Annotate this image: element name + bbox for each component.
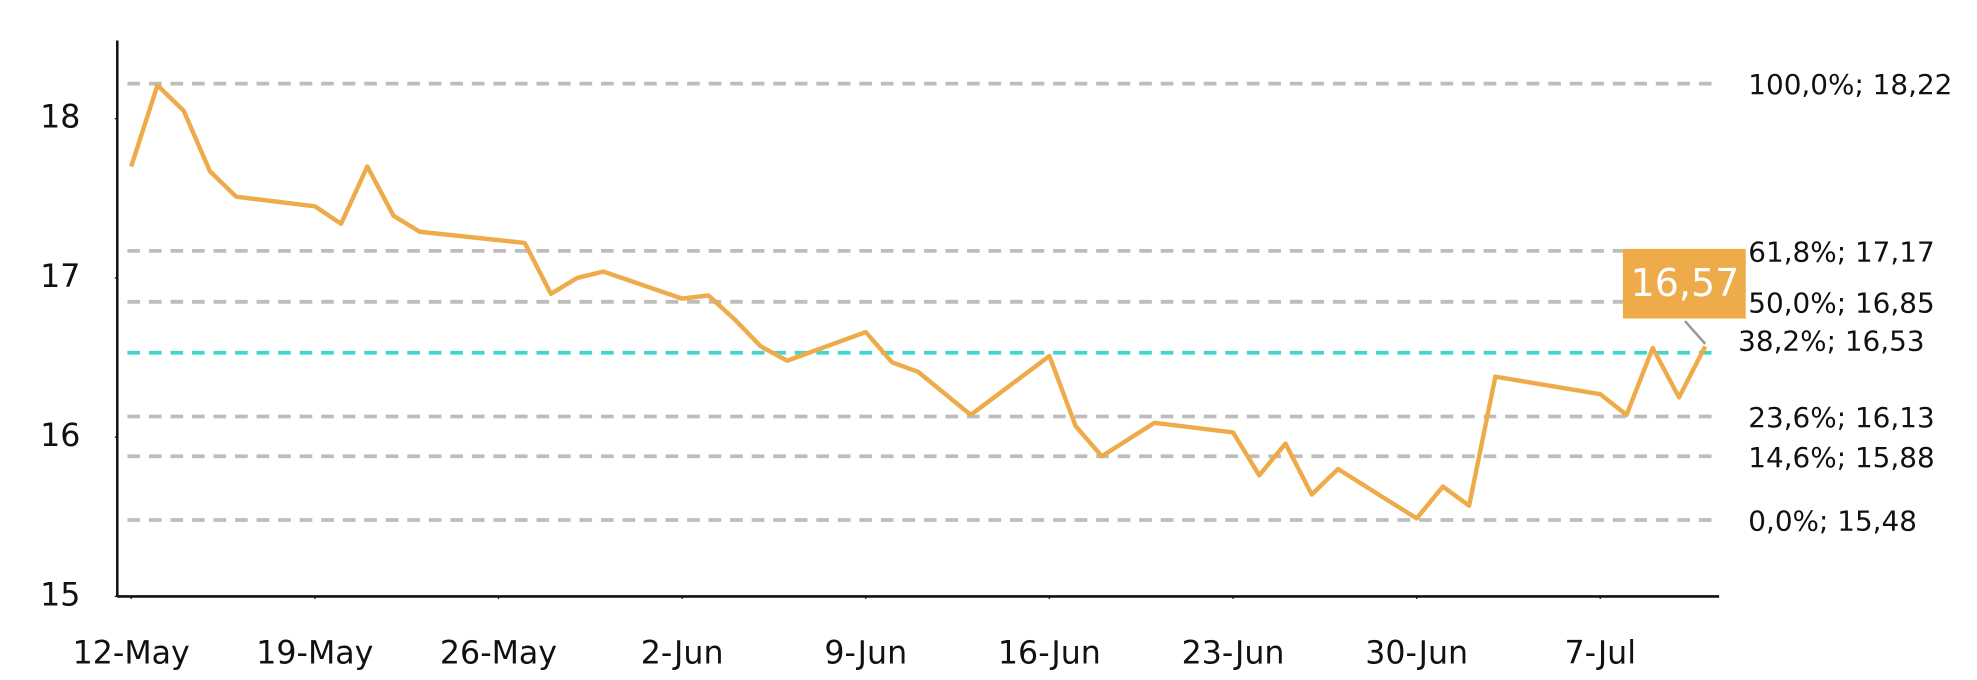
x-tick-label: 26-May xyxy=(440,636,557,672)
x-tick-label: 9-Jun xyxy=(824,636,907,672)
level-label: 0,0%; 15,48 xyxy=(1748,505,1917,538)
level-label: 14,6%; 15,88 xyxy=(1748,441,1934,474)
level-label: 100,0%; 18,22 xyxy=(1748,68,1952,101)
x-tick-label: 12-May xyxy=(73,636,190,672)
x-tick-label: 7-Jul xyxy=(1565,636,1637,672)
callout-leader xyxy=(1684,320,1707,345)
x-tick-label: 30-Jun xyxy=(1365,636,1468,672)
x-tick-label: 19-May xyxy=(256,636,373,672)
y-tick-label: 17 xyxy=(40,259,80,295)
level-label: 61,8%; 17,17 xyxy=(1748,235,1934,268)
price-line xyxy=(129,83,1708,521)
value-label: 16,57 xyxy=(1631,261,1740,305)
x-tick-label: 2-Jun xyxy=(641,636,724,672)
y-tick-label: 15 xyxy=(40,577,80,613)
y-tick-label: 18 xyxy=(40,100,80,136)
level-label: 38,2%; 16,53 xyxy=(1738,325,1924,358)
level-label: 50,0%; 16,85 xyxy=(1748,286,1934,319)
callout-box xyxy=(1622,248,1746,319)
y-tick-label: 16 xyxy=(40,418,80,454)
level-label: 23,6%; 16,13 xyxy=(1748,401,1934,434)
x-tick-label: 16-Jun xyxy=(998,636,1101,672)
x-tick-label: 23-Jun xyxy=(1182,636,1285,672)
